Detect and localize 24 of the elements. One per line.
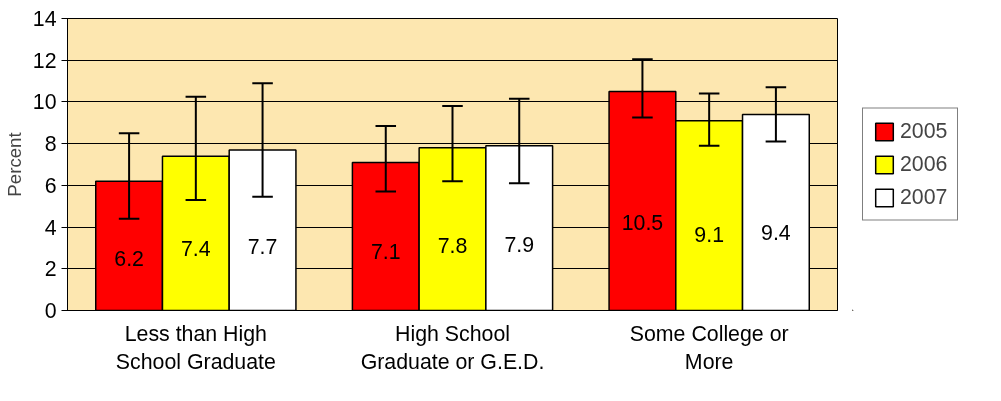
y-tick-label: 8 [44,132,57,157]
data-label: 9.4 [761,220,791,245]
legend-label: 2007 [900,184,948,210]
y-axis-title: Percent [3,131,25,197]
data-label: 7.8 [437,233,468,258]
data-label: 7.7 [247,234,278,259]
y-tick-label: 12 [32,48,57,73]
y-tick-label: 6 [44,173,57,198]
legend-label: 2005 [900,118,948,144]
y-tick-label: 0 [44,299,57,323]
x-tick-label: Less than High School Graduate [115,321,276,375]
y-tick-label: 2 [44,257,57,282]
data-label: 7.4 [181,237,211,262]
y-tick-label: 10 [32,90,57,115]
y-tick-label: 14 [32,7,57,31]
data-label: 7.1 [370,239,401,264]
x-tick-label: Some College or More [629,321,789,375]
data-label: 6.2 [114,247,144,272]
data-label: 9.1 [694,223,724,248]
y-tick-label: 4 [44,215,57,240]
data-label: 10.5 [621,211,664,236]
x-tick-label: High School Graduate or G.E.D. [360,321,545,375]
legend-label: 2006 [900,151,948,177]
data-label: 7.9 [504,233,535,258]
